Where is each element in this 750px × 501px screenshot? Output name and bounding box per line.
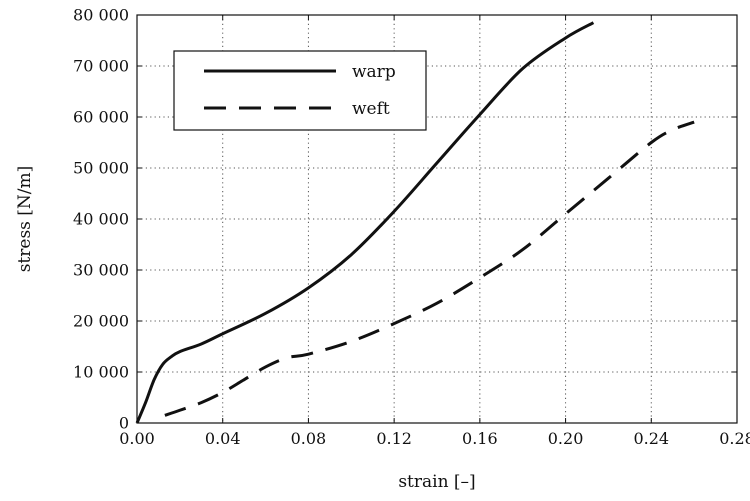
x-tick-label: 0.28 [719, 429, 750, 448]
y-tick-label: 40 000 [73, 210, 129, 229]
x-tick-label: 0.16 [462, 429, 498, 448]
y-tick-label: 80 000 [73, 6, 129, 25]
y-tick-label: 60 000 [73, 108, 129, 127]
y-tick-label: 0 [119, 414, 129, 433]
y-tick-label: 50 000 [73, 159, 129, 178]
legend-label-weft: weft [352, 99, 390, 119]
series-layer [135, 21, 695, 424]
x-tick-labels: 0.00 0.04 0.08 0.12 0.16 0.20 0.24 0.28 [119, 429, 750, 448]
x-tick-label: 0.24 [633, 429, 669, 448]
x-tick-label: 0.08 [291, 429, 327, 448]
y-tick-label: 20 000 [73, 312, 129, 331]
y-tick-label: 70 000 [73, 57, 129, 76]
grid [137, 15, 737, 423]
series-line-warp [135, 21, 595, 424]
y-tick-labels: 0 10 000 20 000 30 000 40 000 50 000 60 000 70 … [73, 6, 129, 433]
y-tick-label: 10 000 [73, 363, 129, 382]
y-axis-title: stress [N/m] [15, 166, 35, 273]
x-axis-title: strain [–] [398, 472, 475, 492]
series-line-weft [164, 120, 695, 417]
x-tick-label: 0.20 [548, 429, 584, 448]
x-tick-label: 0.00 [119, 429, 155, 448]
x-tick-label: 0.04 [205, 429, 241, 448]
legend-label-warp: warp [352, 62, 396, 82]
ticks [136, 14, 738, 424]
x-tick-label: 0.12 [376, 429, 412, 448]
legend-box [173, 50, 427, 131]
y-tick-label: 30 000 [73, 261, 129, 280]
legend: warp weft [173, 50, 427, 131]
